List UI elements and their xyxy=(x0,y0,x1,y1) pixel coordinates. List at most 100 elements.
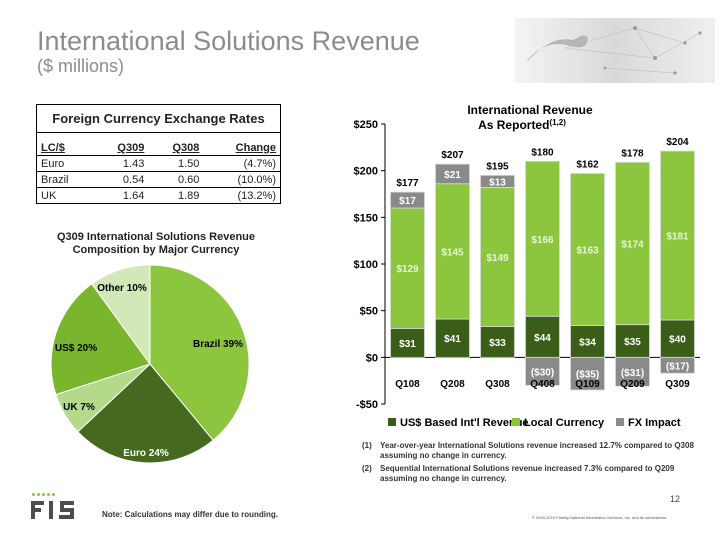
bar-usd-label: $35 xyxy=(624,337,641,348)
bar-usd xyxy=(660,319,695,358)
bar-local xyxy=(570,173,605,326)
footnote-number: (1) xyxy=(362,441,372,450)
table-cell: (4.7%) xyxy=(203,155,281,172)
slide-title: International Solutions Revenue xyxy=(37,26,420,56)
bar-local xyxy=(480,187,515,327)
table-row: UK 1.64 1.89 (13.2%) xyxy=(36,187,281,204)
legend-swatch xyxy=(388,418,396,426)
bar-local xyxy=(660,150,695,321)
bar-fx-label: ($35) xyxy=(576,370,599,381)
copyright: © 2009-2010 Fidelity National Informatio… xyxy=(532,515,668,520)
bar-fx-label: ($17) xyxy=(666,361,689,372)
bar-fx-label: $21 xyxy=(444,170,461,181)
page-number: 12 xyxy=(670,494,681,504)
rounding-note: Note: Calculations may differ due to rou… xyxy=(102,510,279,519)
bar-local-label: $129 xyxy=(396,264,419,275)
fis-logo xyxy=(30,493,88,526)
bar-fx-label: $17 xyxy=(399,196,416,207)
y-tick-label: $150 xyxy=(354,212,378,224)
bar-fx-label: ($31) xyxy=(621,368,644,379)
legend-label: Local Currency xyxy=(524,417,605,429)
bar-chart-title-superscript: (1,2) xyxy=(549,118,566,127)
pie-slice xyxy=(77,363,214,464)
footnotes: (1) Year-over-year International Solutio… xyxy=(362,441,707,487)
bar-local xyxy=(390,207,425,329)
fx-header-change: Change xyxy=(203,132,281,156)
table-cell: 0.60 xyxy=(148,171,204,188)
bar-fx xyxy=(570,356,605,391)
bar-fx xyxy=(660,356,695,374)
table-cell: 1.50 xyxy=(148,155,204,172)
table-row: Euro 1.43 1.50 (4.7%) xyxy=(36,155,281,172)
bar-total-label: $178 xyxy=(621,148,644,159)
x-tick-label: Q408 xyxy=(530,379,555,390)
y-tick-label: $250 xyxy=(354,119,378,131)
x-tick-label: Q208 xyxy=(440,379,465,390)
x-tick-label: Q109 xyxy=(575,379,600,390)
bar-usd-label: $34 xyxy=(579,337,596,348)
bar-total-label: $207 xyxy=(441,150,464,161)
bar-local-label: $166 xyxy=(531,235,554,246)
pie-slice xyxy=(91,264,151,366)
fx-header-q309: Q309 xyxy=(93,132,149,156)
bar-total-label: $162 xyxy=(576,159,599,170)
bar-usd xyxy=(390,327,425,358)
bar-fx xyxy=(480,174,515,188)
legend-label: US$ Based Int'l Revenue xyxy=(400,417,529,429)
bar-local-label: $174 xyxy=(621,239,644,250)
table-cell: 1.64 xyxy=(93,187,149,204)
bar-local xyxy=(615,161,650,326)
bar-usd xyxy=(570,325,605,358)
bar-chart-title-line2: As Reported(1,2) xyxy=(478,118,566,132)
logo-dots-icon xyxy=(32,493,55,496)
bar-chart-title-line2-text: As Reported xyxy=(478,118,549,132)
bar-total-label: $204 xyxy=(666,137,689,148)
table-cell: 1.43 xyxy=(93,155,149,172)
pie-slice-label: Brazil 39% xyxy=(193,339,243,350)
pie-slice-label: UK 7% xyxy=(63,402,95,413)
fis-logo-mark xyxy=(31,501,74,519)
pie-slice-label: US$ 20% xyxy=(55,343,97,354)
bar-local-label: $145 xyxy=(441,247,464,258)
x-tick-label: Q108 xyxy=(395,379,420,390)
bar-fx xyxy=(390,191,425,209)
y-tick-label: $50 xyxy=(360,306,378,318)
bar-usd-label: $40 xyxy=(669,335,686,346)
bar-usd-label: $41 xyxy=(444,334,461,345)
footnote-text: Sequential International Solutions reven… xyxy=(380,464,675,483)
bar-local-label: $163 xyxy=(576,246,599,257)
bar-local xyxy=(435,183,470,320)
footnote-text: Year-over-year International Solutions r… xyxy=(380,441,694,460)
bar-usd-label: $31 xyxy=(399,339,416,350)
bar-fx xyxy=(615,356,650,387)
bar-local xyxy=(525,160,560,317)
bar-total-label: $195 xyxy=(486,161,509,172)
y-tick-label: $100 xyxy=(354,259,378,271)
legend-swatch xyxy=(616,418,624,426)
y-tick-label: $0 xyxy=(366,352,378,364)
pie-chart-title: Q309 International Solutions Revenue Com… xyxy=(56,231,256,256)
bar-fx-label: $13 xyxy=(489,177,506,188)
footnote: (1) Year-over-year International Solutio… xyxy=(362,441,707,461)
table-row: Brazil 0.54 0.60 (10.0%) xyxy=(36,171,281,188)
bar-usd xyxy=(435,318,470,358)
table-cell: (10.0%) xyxy=(203,171,281,188)
x-tick-label: Q308 xyxy=(485,379,510,390)
table-cell: UK xyxy=(36,187,94,204)
footnote-number: (2) xyxy=(362,464,372,473)
pie-slice xyxy=(149,264,250,441)
table-cell: 1.89 xyxy=(148,187,204,204)
y-tick-label: $200 xyxy=(354,166,378,178)
pie-slice-label: Other 10% xyxy=(97,283,147,294)
fx-table-caption: Foreign Currency Exchange Rates xyxy=(36,104,281,133)
bar-total-label: $180 xyxy=(531,147,554,158)
slide-subtitle: ($ millions) xyxy=(37,56,125,76)
bar-local-label: $181 xyxy=(666,232,689,243)
x-tick-label: Q309 xyxy=(665,379,690,390)
fx-rates-table: Foreign Currency Exchange Rates LC/$ Q30… xyxy=(36,104,281,204)
bar-usd xyxy=(525,315,560,358)
table-cell: Brazil xyxy=(36,171,94,188)
bar-total-label: $177 xyxy=(396,178,419,189)
bar-usd-label: $33 xyxy=(489,338,506,349)
